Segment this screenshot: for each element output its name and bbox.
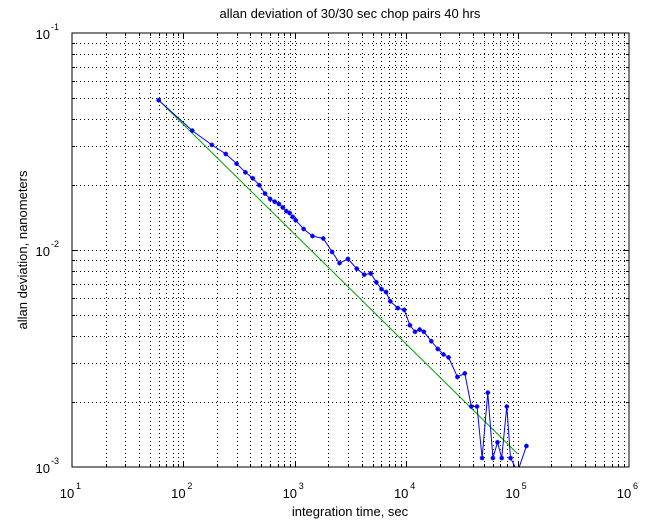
x-tick-label-exponent: 3 [299, 481, 304, 491]
data-point [421, 329, 427, 335]
y-axis-tick-labels: 10-310-210-1 [36, 22, 59, 476]
fit-line-series [158, 99, 518, 455]
data-point [395, 305, 401, 311]
x-tick-label: 10 5 [505, 481, 526, 501]
data-point [446, 354, 451, 360]
data-point [368, 271, 374, 276]
data-point [223, 151, 229, 157]
plot-area [72, 33, 629, 467]
y-tick-label-exponent: -2 [51, 239, 59, 249]
data-point [354, 266, 360, 272]
y-tick-label-exponent: -1 [51, 22, 59, 32]
data-point [242, 169, 248, 175]
data-point [267, 196, 273, 202]
y-tick-label-base: 10 [36, 461, 50, 476]
data-point [329, 249, 335, 255]
y-tick-label-base: 10 [36, 244, 50, 259]
x-axis-tick-labels: 10 1 10 2 10 3 10 4 10 5 10 6 [60, 481, 638, 501]
x-tick-label: 10 2 [171, 481, 192, 501]
x-tick-label: 10 1 [60, 481, 81, 501]
x-tick-label-base: 10 [171, 486, 185, 501]
data-point [474, 404, 480, 409]
data-point [189, 128, 195, 133]
x-tick-label-exponent: 4 [410, 481, 415, 491]
data-point [256, 182, 262, 188]
data-point [290, 214, 296, 220]
data-point [468, 404, 474, 409]
y-tick-label-base: 10 [36, 27, 50, 42]
data-point [435, 346, 441, 352]
axis-ticks [72, 33, 629, 467]
data-point [320, 236, 326, 241]
data-point [280, 205, 286, 210]
y-tick-label: 10 -2 [36, 239, 59, 259]
x-tick-label: 10 6 [617, 481, 638, 501]
y-tick-label: 10 -1 [36, 22, 59, 42]
chart-title: allan deviation of 30/30 sec chop pairs … [220, 6, 481, 21]
data-point [276, 201, 282, 207]
x-tick-label: 10 3 [283, 481, 304, 501]
data-point [337, 260, 342, 266]
x-tick-label-base: 10 [505, 486, 519, 501]
y-tick-label-exponent: -3 [51, 456, 59, 466]
data-point [262, 191, 268, 196]
x-tick-label-base: 10 [60, 486, 74, 501]
data-point [485, 390, 491, 396]
grid [72, 33, 629, 467]
x-tick-label-base: 10 [617, 486, 631, 501]
data-point [412, 329, 418, 335]
x-tick-label-exponent: 5 [522, 481, 527, 491]
data-point [490, 455, 496, 461]
measured-series [156, 97, 529, 467]
data-point [407, 322, 413, 328]
x-tick-label-base: 10 [394, 486, 408, 501]
data-point [310, 233, 315, 239]
data-point [156, 97, 162, 103]
data-point [401, 307, 407, 313]
data-point [250, 175, 256, 181]
x-tick-label-exponent: 1 [76, 481, 81, 491]
data-point [417, 327, 423, 332]
data-point [361, 272, 367, 278]
x-tick-label-base: 10 [283, 486, 297, 501]
data-point [462, 370, 468, 376]
data-point [345, 256, 351, 262]
data-point [504, 404, 510, 409]
x-tick-label-exponent: 6 [633, 481, 638, 491]
data-point [508, 455, 513, 461]
data-point [234, 161, 239, 167]
x-tick-label-exponent: 2 [187, 481, 192, 491]
data-point [379, 286, 384, 292]
data-point [479, 455, 485, 461]
data-point [454, 374, 460, 380]
data-point [283, 208, 289, 214]
y-tick-label: 10 -3 [36, 456, 59, 476]
x-tick-label: 10 4 [394, 481, 415, 501]
data-point [495, 439, 500, 445]
data-point [524, 443, 529, 449]
data-point [441, 352, 446, 357]
x-axis-label: integration time, sec [292, 504, 409, 519]
data-point [428, 338, 434, 344]
y-axis-label: allan deviation, nanometers [15, 170, 30, 329]
data-point [293, 217, 299, 223]
data-point [387, 298, 393, 304]
data-point [373, 279, 379, 285]
fit-line [158, 99, 518, 455]
data-point [272, 199, 278, 205]
data-point [499, 455, 505, 461]
data-point [383, 289, 389, 295]
data-point [287, 210, 293, 216]
data-point [209, 142, 215, 148]
data-point [301, 226, 307, 232]
